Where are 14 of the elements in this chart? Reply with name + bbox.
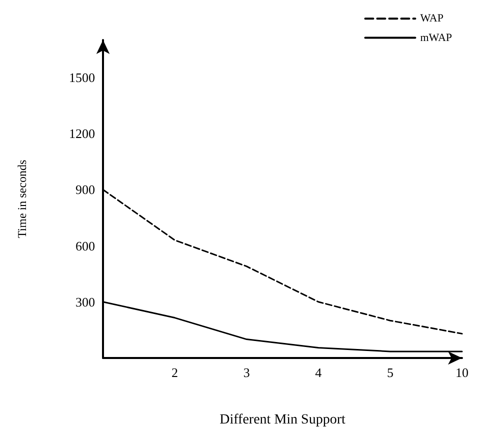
- x-tick-label: 5: [386, 365, 394, 380]
- y-axis-title: Time in seconds: [15, 160, 29, 238]
- y-tick-label: 900: [76, 182, 95, 198]
- x-tick-label: 3: [243, 365, 250, 380]
- x-tick-label: 4: [315, 365, 322, 380]
- x-tick-label: 2: [172, 365, 178, 380]
- legend-label: WAP: [420, 12, 444, 25]
- y-tick-label: 600: [76, 238, 95, 254]
- x-tick-label: 10: [456, 365, 468, 380]
- y-tick-label: 300: [76, 294, 95, 310]
- legend-label: mWAP: [420, 32, 452, 44]
- y-tick-label: 1500: [69, 70, 95, 85]
- y-tick-label: 1200: [69, 126, 95, 142]
- x-axis-title: Different Min Support: [220, 412, 346, 428]
